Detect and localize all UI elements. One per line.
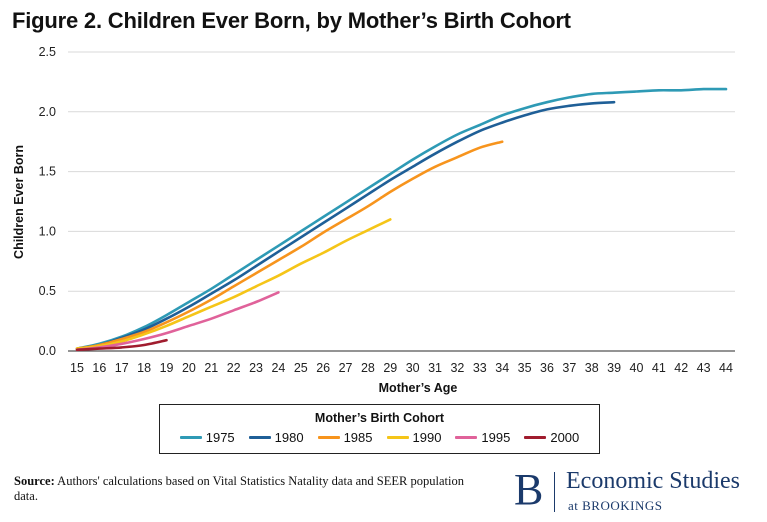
y-tick-label: 1.5	[39, 165, 56, 179]
chart-title: Figure 2. Children Ever Born, by Mother’…	[12, 8, 571, 33]
legend-label: 2000	[550, 430, 580, 445]
x-tick-label: 17	[115, 361, 129, 375]
x-tick-label: 24	[271, 361, 285, 375]
x-tick-label: 44	[719, 361, 733, 375]
x-tick-label: 30	[406, 361, 420, 375]
source-note: Source: Authors' calculations based on V…	[14, 474, 484, 504]
x-tick-label: 15	[70, 361, 84, 375]
legend-label: 1980	[274, 430, 304, 445]
series-line-2000	[75, 338, 168, 352]
y-tick-label: 2.5	[39, 45, 56, 59]
legend-item-1975: 1975	[179, 430, 235, 445]
x-tick-label: 31	[428, 361, 442, 375]
legend-swatch	[386, 436, 409, 439]
legend-item-1995: 1995	[455, 430, 510, 445]
legend-item-2000: 2000	[524, 430, 579, 445]
x-tick-label: 29	[383, 361, 397, 375]
y-tick-label: 0.5	[39, 284, 56, 298]
legend-swatch	[179, 436, 202, 439]
legend-items: 1975 1980 1985 1990 1995 2000	[160, 430, 599, 445]
legend: Mother’s Birth Cohort 1975 1980 1985 1990 19…	[159, 404, 600, 454]
x-tick-label: 22	[227, 361, 241, 375]
x-tick-label: 18	[137, 361, 151, 375]
x-tick-label: 41	[652, 361, 666, 375]
x-tick-label: 34	[495, 361, 509, 375]
gridlines	[68, 51, 735, 352]
y-tick-label: 1.0	[39, 224, 56, 238]
x-tick-label: 42	[674, 361, 688, 375]
x-tick-label: 33	[473, 361, 487, 375]
x-tick-label: 25	[294, 361, 308, 375]
x-tick-label: 43	[697, 361, 711, 375]
series-line-1995	[75, 291, 280, 352]
x-tick-label: 27	[339, 361, 353, 375]
series-line-1985	[75, 140, 504, 350]
x-tick-label: 28	[361, 361, 375, 375]
legend-item-1985: 1985	[317, 430, 373, 445]
x-tick-label: 35	[518, 361, 532, 375]
x-tick-label: 21	[204, 361, 218, 375]
legend-label: 1985	[343, 430, 373, 445]
x-tick-label: 23	[249, 361, 263, 375]
brand-name: Economic Studies	[566, 468, 740, 494]
x-axis-title: Mother’s Age	[379, 381, 458, 395]
legend-item-1990: 1990	[386, 430, 442, 445]
x-tick-label: 40	[630, 361, 644, 375]
x-tick-label: 36	[540, 361, 554, 375]
x-tick-label: 20	[182, 361, 196, 375]
series-line-1990	[75, 218, 392, 350]
source-text: Authors' calculations based on Vital Sta…	[14, 474, 464, 503]
legend-label: 1990	[412, 430, 442, 445]
x-tick-label: 19	[160, 361, 174, 375]
x-tick-label: 32	[450, 361, 464, 375]
brand-mark: B	[514, 465, 544, 514]
brand-divider	[554, 472, 555, 512]
series-line-1980	[75, 100, 616, 350]
line-chart: 0.0 0.5 1.0 1.5 2.0 2.5 15 16 17 18 19 20 21 22 23 24 2…	[12, 45, 735, 395]
y-tick-label: 2.0	[39, 105, 56, 119]
legend-title: Mother’s Birth Cohort	[314, 411, 445, 425]
x-tick-label: 26	[316, 361, 330, 375]
y-axis-title: Children Ever Born	[12, 145, 26, 259]
brand-sub: at BROOKINGS	[568, 498, 663, 513]
legend-label: 1995	[481, 430, 511, 445]
source-label: Source:	[14, 474, 55, 488]
brookings-logo: B Economic Studies at BROOKINGS	[514, 465, 764, 516]
x-tick-label: 39	[607, 361, 621, 375]
legend-swatch	[248, 436, 271, 439]
legend-swatch	[317, 436, 340, 439]
x-axis-ticks: 15 16 17 18 19 20 21 22 23 24 25 26 27 28 29 30 31 32 33 34…	[70, 361, 733, 375]
y-axis-ticks: 0.0 0.5 1.0 1.5 2.0 2.5	[39, 45, 56, 358]
legend-label: 1975	[205, 430, 235, 445]
legend-swatch	[524, 436, 547, 439]
y-tick-label: 0.0	[39, 344, 56, 358]
legend-item-1980: 1980	[248, 430, 304, 445]
x-tick-label: 38	[585, 361, 599, 375]
legend-swatch	[455, 436, 478, 439]
x-tick-label: 16	[92, 361, 106, 375]
x-tick-label: 37	[562, 361, 576, 375]
series-lines	[75, 87, 728, 352]
series-line-1975	[75, 87, 728, 350]
